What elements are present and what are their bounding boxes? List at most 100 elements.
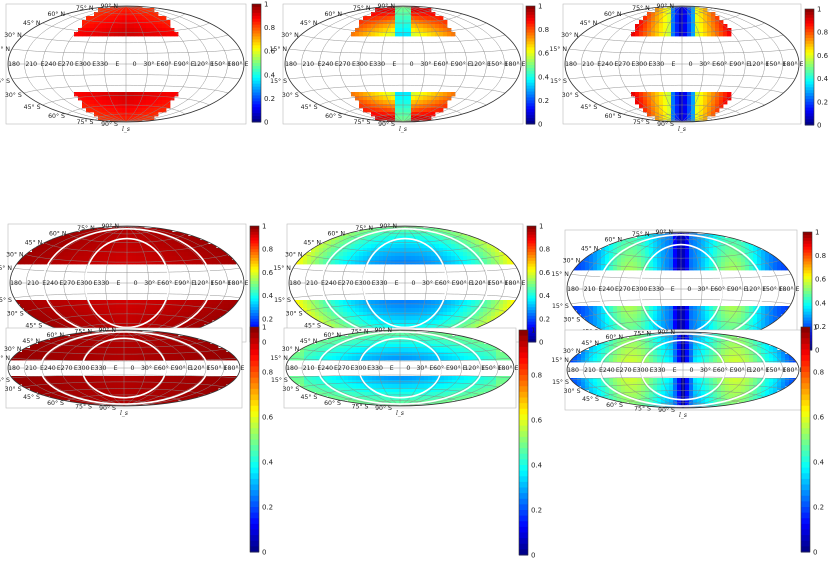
heat-cell [100, 232, 105, 237]
colorbar-swatch [526, 6, 535, 10]
heat-cell [391, 32, 396, 37]
heat-cell [456, 336, 461, 341]
heat-cell [335, 312, 340, 317]
heat-cell [94, 348, 99, 353]
heat-cell [359, 248, 364, 253]
heat-cell [110, 116, 115, 121]
meridian-line [301, 6, 404, 122]
heat-cell [134, 380, 139, 385]
heat-cell [48, 304, 53, 309]
heat-cell [122, 100, 127, 105]
heat-cell [483, 320, 488, 325]
heat-cell [379, 116, 384, 121]
heat-cell [451, 332, 456, 337]
heat-cell [178, 356, 183, 361]
heat-cell [164, 320, 169, 325]
heat-cell [96, 312, 101, 317]
heat-cell [643, 92, 648, 97]
heat-cell [86, 352, 91, 357]
heat-cell [206, 380, 211, 385]
heat-cell [761, 310, 766, 315]
heat-cell [609, 258, 614, 263]
heat-cell [154, 100, 159, 105]
heat-cell [693, 254, 698, 259]
colorbar-tick-label: 0.8 [815, 252, 826, 260]
heat-cell [116, 332, 121, 337]
longitude-tick-label: E270 [615, 286, 631, 293]
heat-cell [355, 248, 360, 253]
heat-cell [411, 12, 416, 17]
heat-cell [399, 236, 404, 241]
heat-cell [475, 248, 480, 253]
heat-cell [331, 252, 336, 257]
heat-cell [741, 318, 746, 323]
heat-cell [709, 314, 714, 319]
heat-cell [463, 316, 468, 321]
colorbar-swatch [803, 264, 812, 268]
heat-cell [423, 108, 428, 113]
longitude-tick-label: E300 [632, 286, 648, 293]
heat-cell [130, 352, 135, 357]
heat-cell [491, 252, 496, 257]
heat-cell [84, 260, 89, 265]
heat-cell [420, 340, 425, 345]
heat-cell [74, 336, 79, 341]
heat-cell [343, 260, 348, 265]
heat-cell [423, 232, 428, 237]
parallel-line [346, 323, 464, 333]
longitude-tick-label: 150° E [766, 60, 787, 68]
heat-cell [452, 348, 457, 353]
heat-cell [343, 256, 348, 261]
heat-cell [86, 396, 91, 401]
heat-cell [98, 96, 103, 101]
longitude-tick-label: 120° E [470, 60, 491, 68]
heat-cell [749, 310, 754, 315]
heat-cell [387, 256, 392, 261]
heat-cell [391, 312, 396, 317]
colorbar-swatch [527, 249, 536, 253]
heat-cell [635, 100, 640, 105]
heat-cell [162, 108, 167, 113]
heat-cell [136, 336, 141, 340]
heat-cell [116, 228, 121, 233]
heat-cell [352, 356, 357, 361]
heat-cell [206, 388, 211, 393]
heat-cell [110, 100, 115, 105]
heat-cell [424, 332, 429, 337]
heat-cell [651, 108, 656, 113]
heat-cell [26, 356, 31, 361]
colorbar-swatch [250, 336, 259, 340]
heat-cell [495, 300, 500, 305]
heat-cell [128, 316, 133, 321]
heat-cell [94, 384, 99, 389]
heat-cell [659, 32, 664, 37]
colorbar-tick-label: 0.8 [262, 369, 273, 377]
parallel-line [343, 104, 463, 115]
heat-cell [194, 376, 199, 381]
heat-cell [443, 324, 448, 329]
heat-cell [657, 334, 662, 339]
heat-cell [112, 300, 117, 305]
heat-cell [737, 310, 742, 315]
heat-cell [375, 32, 380, 37]
heat-cell [46, 388, 51, 393]
heat-cell [455, 256, 460, 261]
colorbar-swatch [526, 50, 535, 54]
heat-cell [503, 260, 508, 265]
heat-cell [741, 266, 746, 271]
heat-cell [295, 300, 300, 305]
heat-cell [130, 332, 135, 337]
longitude-tick-label: 120° E [193, 279, 214, 287]
heat-cell [435, 328, 440, 333]
heat-cell [363, 16, 368, 21]
colorbar-swatch [250, 501, 259, 508]
heat-cell [78, 400, 83, 405]
heat-cell [335, 304, 340, 309]
colorbar-tick-label: 0.6 [262, 414, 274, 422]
heat-cell [371, 256, 376, 261]
heat-cell [168, 260, 173, 265]
heat-cell [200, 248, 205, 253]
heat-cell [62, 392, 67, 397]
heat-cell [363, 308, 368, 313]
heat-cell [162, 104, 167, 109]
